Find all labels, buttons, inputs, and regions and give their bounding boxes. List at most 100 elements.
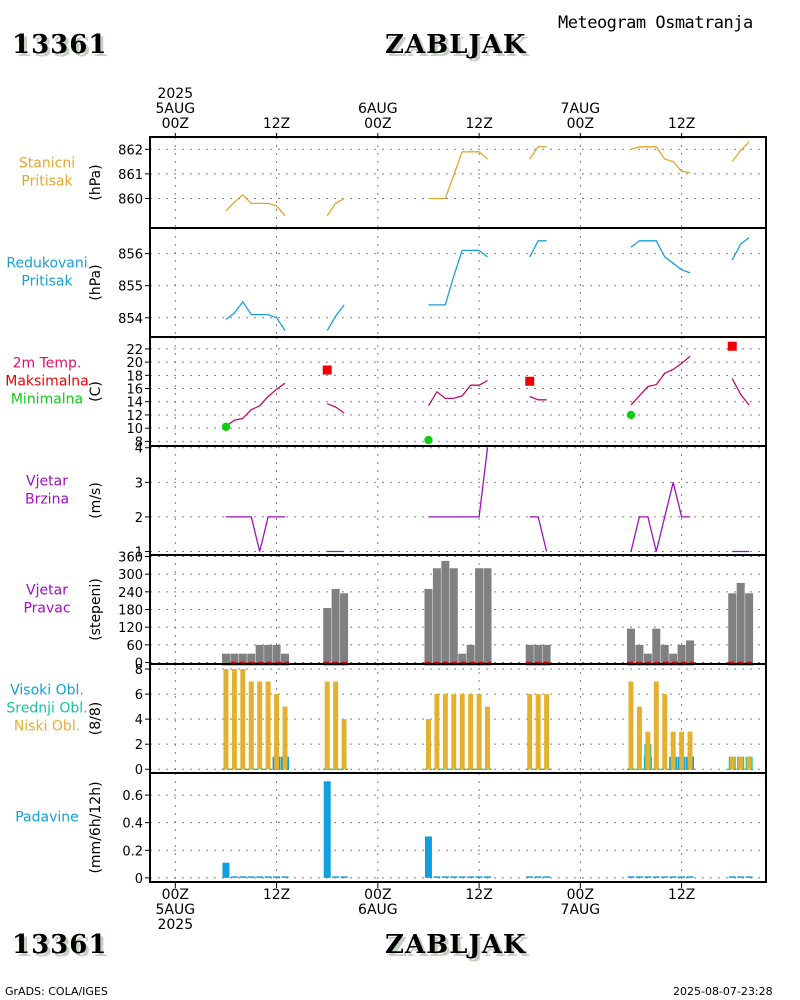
- tmax-marker: [525, 376, 535, 386]
- panel-label: Brzina: [25, 492, 69, 508]
- y-tick-label: 180: [118, 604, 143, 619]
- precip-bar: [281, 876, 289, 878]
- wind-direction-bar: [221, 653, 230, 666]
- precip-bar: [686, 876, 694, 878]
- y-tick-label: 240: [118, 586, 143, 601]
- panel-wind_speed: 1 2 3 4 (m/s) Vjetar Brzina: [25, 442, 767, 561]
- wind-direction-bar: [340, 593, 349, 666]
- cloud-low-bar: [636, 706, 642, 770]
- panel-frame: [149, 554, 767, 665]
- wind-direction-bar: [525, 644, 534, 666]
- cloud-low-bar: [425, 719, 431, 770]
- precip-bar: [247, 876, 255, 878]
- y-tick-label: 854: [118, 312, 143, 327]
- precip-bar: [635, 876, 643, 878]
- cloud-low-bar: [746, 756, 752, 770]
- credit-text: GrADS: COLA/IGES: [5, 985, 108, 998]
- tmax-marker: [727, 341, 737, 351]
- precip-bar: [484, 876, 492, 878]
- precip-bar: [475, 876, 483, 878]
- tmin-marker: [221, 422, 231, 432]
- wind-direction-bar: [449, 568, 458, 666]
- cloud-low-bar: [485, 706, 491, 770]
- y-tick-label: 4: [135, 442, 143, 457]
- x-tick-label-top: 00Z: [567, 116, 594, 132]
- y-tick-label: 0: [135, 763, 143, 778]
- x-tick-label-bottom: 12Z: [263, 887, 290, 903]
- cloud-low-bar: [544, 694, 550, 770]
- series-line-redukovani: [225, 300, 286, 331]
- precip-bar: [273, 876, 281, 878]
- cloud-low-bar: [248, 681, 254, 770]
- generated-timestamp: 2025-08-07-23:28: [673, 985, 773, 998]
- wind-direction-bar: [626, 628, 635, 666]
- panel-label: Srednji Obl.: [6, 701, 87, 717]
- cloud-low-bar: [274, 694, 280, 770]
- x-tick-label-top: 12Z: [668, 116, 695, 132]
- series-line-temperature: [731, 378, 750, 406]
- panel-label: Vjetar: [26, 583, 68, 599]
- y-tick-label: 14: [126, 396, 143, 411]
- panel-label: Pritisak: [21, 274, 73, 290]
- y-axis-label: (mm/6h/12h): [88, 781, 104, 873]
- wind-direction-bar: [534, 644, 543, 666]
- precip-bar: [627, 876, 635, 878]
- y-tick-label: 2: [135, 738, 143, 753]
- y-tick-label: 300: [118, 568, 143, 583]
- panel-frame: [149, 336, 767, 447]
- precip-bar: [543, 876, 551, 878]
- x-tick-label-bottom: 2025: [157, 917, 193, 933]
- x-tick-label-bottom: 12Z: [668, 887, 695, 903]
- cloud-low-bar: [451, 694, 457, 770]
- cloud-low-bar: [333, 681, 339, 770]
- precip-bar: [737, 876, 745, 878]
- precip-bar: [467, 876, 475, 878]
- cloud-low-bar: [738, 756, 744, 770]
- wind-direction-bar: [483, 568, 492, 666]
- y-axis-label: (stepeni): [88, 578, 104, 641]
- y-tick-label: 18: [126, 369, 143, 384]
- wind-direction-bar: [660, 644, 669, 666]
- wind-direction-bar: [677, 644, 686, 666]
- x-tick-label-top: 7AUG: [561, 101, 601, 117]
- product-title: Meteogram Osmatranja: [558, 13, 753, 33]
- cloud-low-bar: [240, 669, 246, 770]
- precip-bar: [256, 876, 264, 878]
- series-line-stanicni: [529, 146, 547, 160]
- precip-bar: [450, 876, 458, 878]
- wind-direction-bar: [458, 653, 467, 666]
- y-tick-label: 856: [118, 248, 143, 263]
- wind-direction-bar: [272, 644, 281, 666]
- cloud-low-bar: [628, 681, 634, 770]
- y-tick-label: 22: [126, 343, 143, 358]
- x-tick-label-bottom: 00Z: [567, 887, 594, 903]
- x-tick-label-bottom: 12Z: [465, 887, 492, 903]
- panel-wind_direction: 0 60 120 180 240 300 360 (stepeni) Vjetar Pravac: [23, 550, 767, 672]
- precip-bar: [433, 876, 441, 878]
- station-id-bottom: 13361: [12, 930, 108, 960]
- wind-direction-bar: [432, 568, 441, 666]
- cloud-low-bar: [231, 669, 237, 770]
- series-line-stanicni: [630, 146, 691, 174]
- series-line-stanicni: [326, 197, 345, 217]
- cloud-low-bar: [662, 694, 668, 770]
- station-id-top: 13361: [12, 30, 108, 60]
- y-tick-label: 120: [118, 621, 143, 636]
- wind-direction-bar: [230, 653, 239, 666]
- panel-label: Redukovani: [6, 256, 87, 272]
- precip-bar: [441, 876, 449, 878]
- wind-direction-bar: [686, 640, 695, 666]
- y-tick-label: 860: [118, 192, 143, 207]
- precip-bar: [424, 836, 432, 878]
- precip-bar: [652, 876, 660, 878]
- panel-redukovani: 854 855 856 (hPa)Redukovani Pritisak: [6, 227, 767, 338]
- x-tick-label-top: 00Z: [162, 116, 189, 132]
- y-tick-label: 12: [126, 409, 143, 424]
- x-tick-label-top: 2025: [157, 86, 193, 102]
- series-line-redukovani: [529, 240, 547, 258]
- y-tick-label: 4: [135, 713, 143, 728]
- cloud-low-bar: [670, 731, 676, 770]
- cloud-low-bar: [341, 719, 347, 770]
- y-tick-label: 861: [118, 168, 143, 183]
